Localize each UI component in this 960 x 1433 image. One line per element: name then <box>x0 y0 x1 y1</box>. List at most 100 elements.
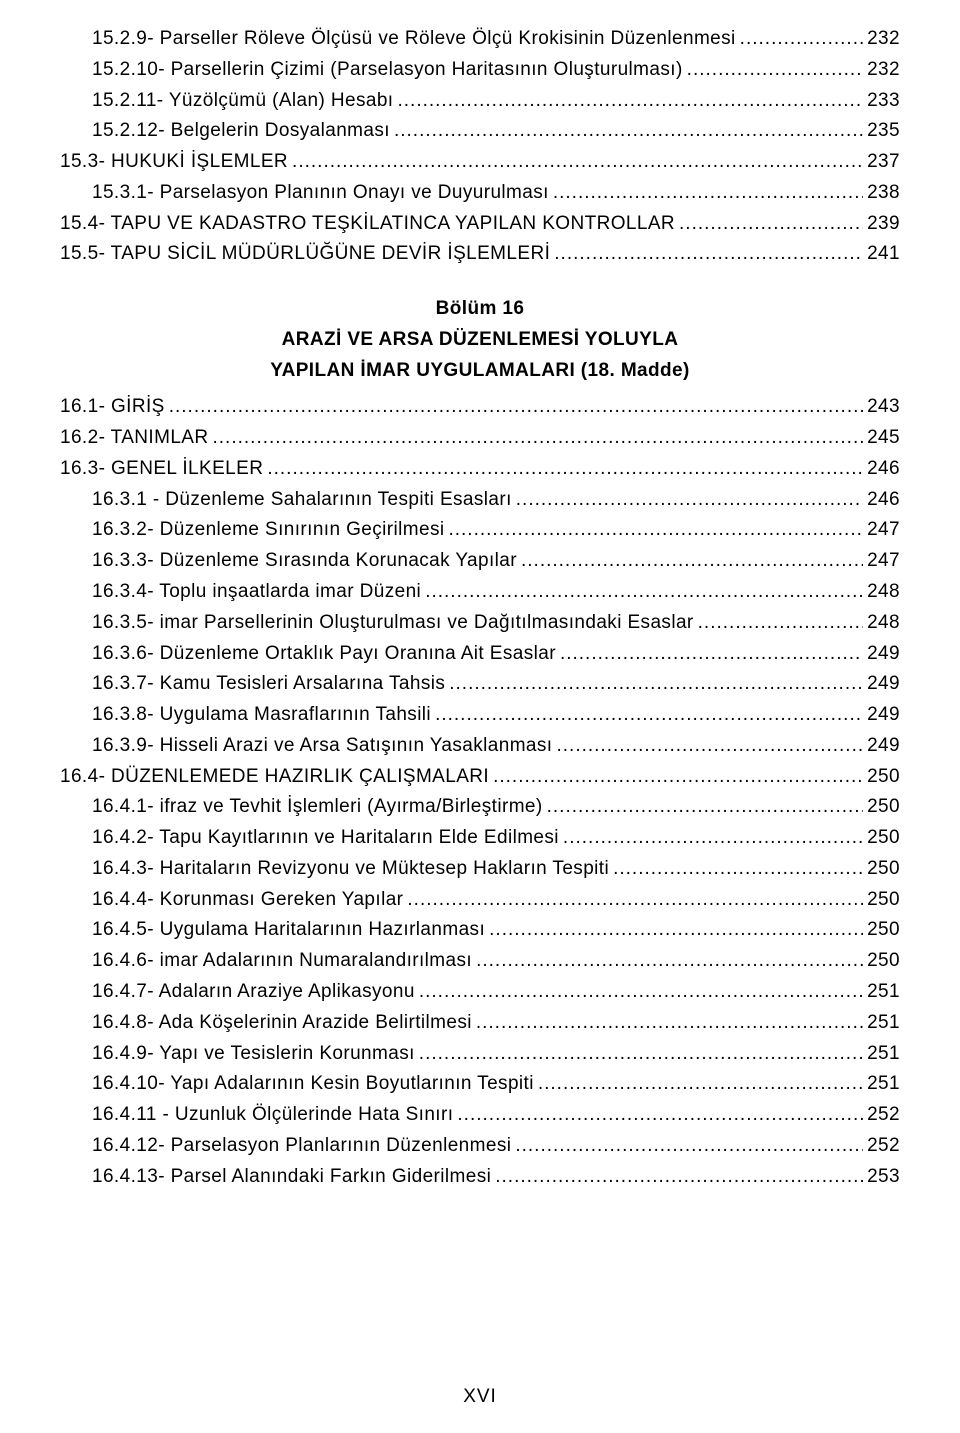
toc-row: 16.3.5- imar Parsellerinin Oluşturulması… <box>60 608 900 639</box>
toc-leader-dots <box>554 239 863 270</box>
toc-leader-dots <box>679 209 863 240</box>
toc-entry-page: 232 <box>867 24 900 55</box>
toc-row: 16.4.2- Tapu Kayıtlarının ve Haritaların… <box>60 823 900 854</box>
toc-row: 16.4.1- ifraz ve Tevhit İşlemleri (Ayırm… <box>60 792 900 823</box>
toc-entry-page: 250 <box>867 762 900 793</box>
toc-row: 16.4.12- Parselasyon Planlarının Düzenle… <box>60 1131 900 1162</box>
toc-leader-dots <box>556 731 863 762</box>
toc-leader-dots <box>407 885 863 916</box>
toc-row: 15.2.11- Yüzölçümü (Alan) Hesabı 233 <box>60 86 900 117</box>
toc-row: 16.3.6- Düzenleme Ortaklık Payı Oranına … <box>60 639 900 670</box>
toc-row: 15.2.12- Belgelerin Dosyalanması235 <box>60 116 900 147</box>
toc-entry-page: 250 <box>867 915 900 946</box>
toc-leader-dots <box>448 515 863 546</box>
toc-entry-label: 16.4.12- Parselasyon Planlarının Düzenle… <box>92 1131 511 1162</box>
toc-entry-page: 239 <box>867 209 900 240</box>
toc-leader-dots <box>538 1069 863 1100</box>
toc-entry-page: 237 <box>867 147 900 178</box>
toc-entry-label: 16.4.2- Tapu Kayıtlarının ve Haritaların… <box>92 823 559 854</box>
toc-entry-page: 250 <box>867 792 900 823</box>
toc-leader-dots <box>563 823 863 854</box>
toc-entry-label: 16.3.7- Kamu Tesisleri Arsalarına Tahsis <box>92 669 445 700</box>
toc-entry-page: 246 <box>867 454 900 485</box>
toc-leader-dots <box>292 147 863 178</box>
toc-entry-page: 251 <box>867 1039 900 1070</box>
toc-entry-label: 16.3.8- Uygulama Masraflarının Tahsili <box>92 700 431 731</box>
toc-row: 16.2- TANIMLAR245 <box>60 423 900 454</box>
toc-row: 16.4.13- Parsel Alanındaki Farkın Gideri… <box>60 1162 900 1193</box>
toc-leader-dots <box>698 608 863 639</box>
toc-leader-dots <box>449 669 863 700</box>
toc-entry-label: 16.4.4- Korunması Gereken Yapılar <box>92 885 403 916</box>
toc-row: 16.3.1 - Düzenleme Sahalarının Tespiti E… <box>60 485 900 516</box>
toc-leader-dots <box>476 946 863 977</box>
toc-row: 15.3- HUKUKİ İŞLEMLER 237 <box>60 147 900 178</box>
toc-entry-page: 252 <box>867 1131 900 1162</box>
heading-line: Bölüm 16 <box>60 294 900 325</box>
toc-entry-label: 16.3.3- Düzenleme Sırasında Korunacak Ya… <box>92 546 517 577</box>
heading-line: ARAZİ VE ARSA DÜZENLEMESİ YOLUYLA <box>60 325 900 356</box>
toc-entry-page: 247 <box>867 515 900 546</box>
toc-entry-page: 249 <box>867 731 900 762</box>
toc-leader-dots <box>547 792 863 823</box>
toc-entry-page: 251 <box>867 1008 900 1039</box>
toc-leader-dots <box>515 1131 863 1162</box>
toc-entry-page: 249 <box>867 700 900 731</box>
toc-leader-dots <box>476 1008 863 1039</box>
toc-row: 16.4.10- Yapı Adalarının Kesin Boyutları… <box>60 1069 900 1100</box>
toc-entry-label: 16.1- GİRİŞ <box>60 392 165 423</box>
toc-leader-dots <box>213 423 864 454</box>
toc-entry-label: 15.3- HUKUKİ İŞLEMLER <box>60 147 288 178</box>
toc-row: 16.3.3- Düzenleme Sırasında Korunacak Ya… <box>60 546 900 577</box>
toc-row: 16.4.9- Yapı ve Tesislerin Korunması251 <box>60 1039 900 1070</box>
toc-entry-page: 233 <box>867 86 900 117</box>
toc-leader-dots <box>489 915 863 946</box>
toc-leader-dots <box>419 1039 863 1070</box>
toc-row: 15.3.1- Parselasyon Planının Onayı ve Du… <box>60 178 900 209</box>
page-number: XVI <box>0 1382 960 1413</box>
toc-entry-page: 241 <box>867 239 900 270</box>
toc-entry-page: 247 <box>867 546 900 577</box>
toc-entry-page: 248 <box>867 608 900 639</box>
toc-leader-dots <box>516 485 863 516</box>
toc-entry-label: 16.3.5- imar Parsellerinin Oluşturulması… <box>92 608 694 639</box>
toc-row: 16.4.8- Ada Köşelerinin Arazide Belirtil… <box>60 1008 900 1039</box>
toc-leader-dots <box>267 454 863 485</box>
toc-entry-label: 15.2.11- Yüzölçümü (Alan) Hesabı <box>92 86 393 117</box>
toc-entry-label: 16.4.5- Uygulama Haritalarının Hazırlanm… <box>92 915 485 946</box>
toc-row: 16.3.8- Uygulama Masraflarının Tahsili 24… <box>60 700 900 731</box>
toc-entry-page: 238 <box>867 178 900 209</box>
toc-entry-label: 16.3.4- Toplu inşaatlarda imar Düzeni <box>92 577 421 608</box>
toc-row: 16.4- DÜZENLEMEDE HAZIRLIK ÇALIŞMALARI 25… <box>60 762 900 793</box>
toc-entry-label: 16.3- GENEL İLKELER <box>60 454 263 485</box>
toc-entry-label: 16.2- TANIMLAR <box>60 423 209 454</box>
toc-entry-page: 249 <box>867 669 900 700</box>
toc-entry-page: 253 <box>867 1162 900 1193</box>
toc-entry-page: 250 <box>867 946 900 977</box>
toc-entry-label: 16.4- DÜZENLEMEDE HAZIRLIK ÇALIŞMALARI <box>60 762 489 793</box>
toc-row: 16.4.4- Korunması Gereken Yapılar 250 <box>60 885 900 916</box>
toc-entry-page: 250 <box>867 823 900 854</box>
toc-entry-page: 249 <box>867 639 900 670</box>
toc-entry-page: 252 <box>867 1100 900 1131</box>
heading-line: YAPILAN İMAR UYGULAMALARI (18. Madde) <box>60 356 900 387</box>
toc-entry-page: 251 <box>867 977 900 1008</box>
toc-row: 15.5- TAPU SİCİL MÜDÜRLÜĞÜNE DEVİR İŞLEM… <box>60 239 900 270</box>
toc-leader-dots <box>425 577 863 608</box>
toc-leader-dots <box>435 700 863 731</box>
toc-entry-page: 251 <box>867 1069 900 1100</box>
toc-entry-page: 250 <box>867 885 900 916</box>
page-container: 15.2.9- Parseller Röleve Ölçüsü ve Rölev… <box>0 0 960 1433</box>
toc-leader-dots <box>419 977 863 1008</box>
table-of-contents: 15.2.9- Parseller Röleve Ölçüsü ve Rölev… <box>60 24 900 1192</box>
toc-entry-page: 235 <box>867 116 900 147</box>
toc-row: 15.2.9- Parseller Röleve Ölçüsü ve Rölev… <box>60 24 900 55</box>
toc-entry-page: 246 <box>867 485 900 516</box>
toc-entry-label: 16.4.3- Haritaların Revizyonu ve Müktese… <box>92 854 609 885</box>
toc-entry-label: 15.3.1- Parselasyon Planının Onayı ve Du… <box>92 178 549 209</box>
toc-row: 16.4.5- Uygulama Haritalarının Hazırlanm… <box>60 915 900 946</box>
toc-row: 16.3- GENEL İLKELER 246 <box>60 454 900 485</box>
toc-leader-dots <box>493 762 863 793</box>
toc-entry-label: 16.4.13- Parsel Alanındaki Farkın Gideri… <box>92 1162 491 1193</box>
toc-entry-page: 248 <box>867 577 900 608</box>
